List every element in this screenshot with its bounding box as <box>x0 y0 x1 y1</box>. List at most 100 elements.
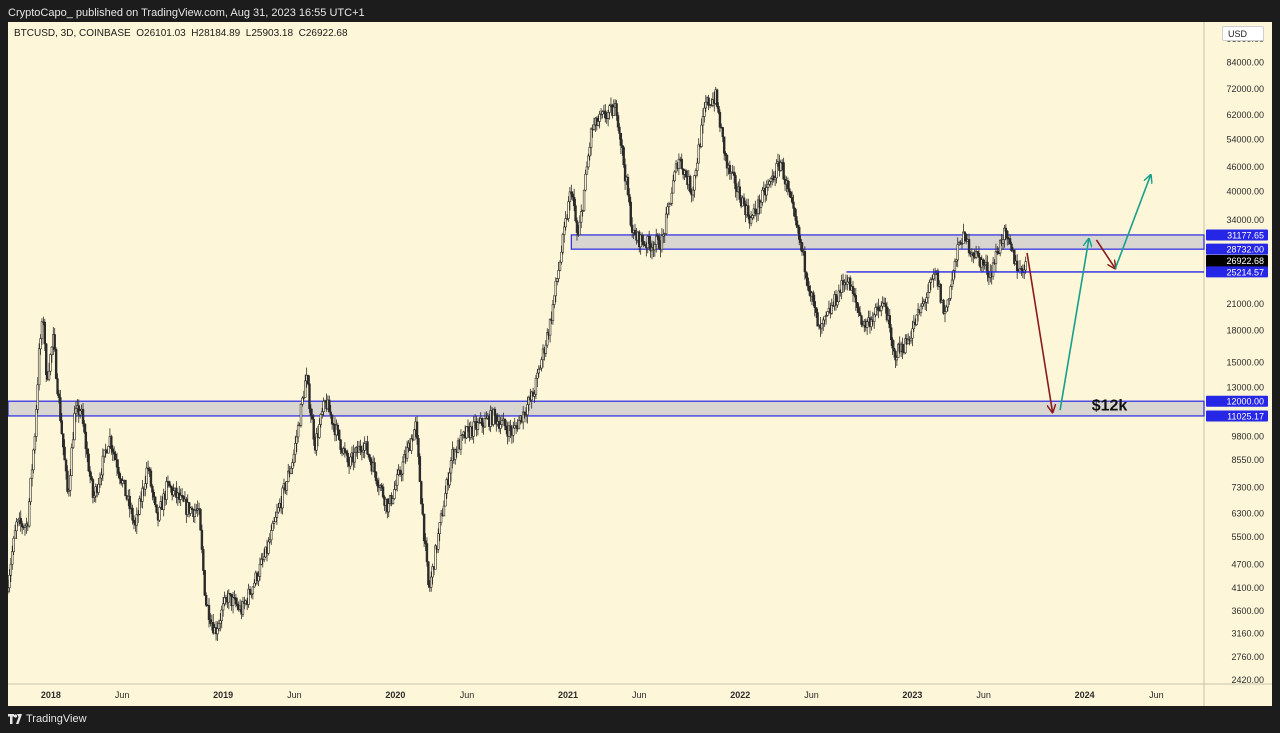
candle-body <box>621 145 624 148</box>
candle <box>630 217 634 238</box>
candle-body <box>202 549 205 571</box>
y-tick-label: 5500.00 <box>1231 532 1264 542</box>
candle <box>336 422 339 436</box>
candle-body <box>429 576 433 588</box>
candle-body <box>986 261 989 275</box>
candle-body <box>959 242 962 245</box>
candle-body <box>667 203 671 208</box>
candle <box>606 109 610 127</box>
candle-body <box>943 311 947 314</box>
candle-body <box>696 162 699 171</box>
candle <box>312 414 315 446</box>
candle-body <box>812 292 815 302</box>
candle-body <box>478 421 481 424</box>
candle-body <box>195 509 198 512</box>
candle <box>69 468 72 497</box>
candle-body <box>121 480 124 484</box>
candle <box>182 495 185 503</box>
candle-body <box>653 244 657 251</box>
candle-body <box>824 315 828 317</box>
candle-body <box>209 619 212 624</box>
candle-body <box>138 498 141 515</box>
price-badge: 31177.65 <box>1206 229 1268 241</box>
candle <box>541 344 545 368</box>
candle <box>204 592 208 607</box>
candle-body <box>400 473 403 476</box>
candle <box>257 571 260 586</box>
candle <box>882 297 886 305</box>
candle-body <box>315 433 318 451</box>
annotations: $12k <box>1092 398 1128 415</box>
candle-body <box>449 460 453 474</box>
candle <box>906 333 910 345</box>
candle-body <box>219 620 222 624</box>
y-tick-label: 46000.00 <box>1226 162 1264 172</box>
candle <box>892 340 896 358</box>
candle-body <box>657 236 661 249</box>
candle-body <box>894 350 897 361</box>
candle <box>870 316 873 331</box>
x-tick-label: 2023 <box>902 690 922 700</box>
candle-body <box>717 106 720 113</box>
candle <box>304 374 307 398</box>
currency-selector[interactable]: USD <box>1222 26 1264 41</box>
x-tick-label: Jun <box>460 690 475 700</box>
candle-body <box>694 170 698 176</box>
candle <box>339 439 342 455</box>
candle <box>527 395 531 412</box>
price-chart[interactable]: $12k 2018 Jun 2019 Jun 2020 Jun 2021 Jun 2022 Jun… <box>8 22 1272 706</box>
candle-body <box>30 469 34 479</box>
candle <box>653 241 657 257</box>
candle <box>71 432 75 449</box>
y-axis: 96000.0084000.0072000.0062000.0054000.00… <box>1206 34 1268 685</box>
candle <box>563 221 566 243</box>
candle <box>207 598 211 628</box>
candle-body <box>292 453 296 463</box>
candle-body <box>295 436 298 444</box>
candle-body <box>633 229 637 235</box>
candle-body <box>336 424 339 431</box>
candle-body <box>967 239 971 254</box>
candle <box>43 318 47 351</box>
down-arrow-retest <box>1095 239 1115 269</box>
candle-body <box>151 485 154 493</box>
candle <box>434 543 437 570</box>
y-tick-label: 7300.00 <box>1231 483 1264 493</box>
candle <box>703 102 706 123</box>
price-badge-label: 31177.65 <box>1227 230 1264 240</box>
candle <box>91 478 95 504</box>
candle-body <box>865 321 869 328</box>
candle-body <box>54 349 58 379</box>
chart-frame[interactable]: $12k 2018 Jun 2019 Jun 2020 Jun 2021 Jun 2022 Jun… <box>8 22 1272 706</box>
candle <box>789 190 792 199</box>
candle <box>513 418 516 429</box>
candle-body <box>343 448 347 452</box>
candle-body <box>45 343 48 376</box>
candle <box>63 439 66 461</box>
candle-body <box>86 448 89 455</box>
candle-body <box>37 348 41 386</box>
candle <box>558 260 562 272</box>
candle <box>524 407 528 423</box>
candle <box>396 468 399 492</box>
candle <box>779 159 783 172</box>
candle <box>1010 241 1013 252</box>
candle <box>931 274 934 281</box>
candle-body <box>580 211 583 223</box>
candle <box>880 301 883 317</box>
candle-body <box>262 556 266 560</box>
candle-body <box>267 541 270 554</box>
candle <box>195 503 198 514</box>
candle <box>666 202 669 219</box>
candle <box>148 466 151 477</box>
candle <box>891 337 894 355</box>
candle <box>203 569 206 596</box>
candle-body <box>724 152 727 156</box>
candle <box>236 597 239 611</box>
candle-body <box>12 537 15 552</box>
candle-body <box>312 419 315 440</box>
candle <box>231 592 235 614</box>
candle <box>101 448 105 481</box>
candle <box>98 472 102 488</box>
candle <box>374 470 378 485</box>
